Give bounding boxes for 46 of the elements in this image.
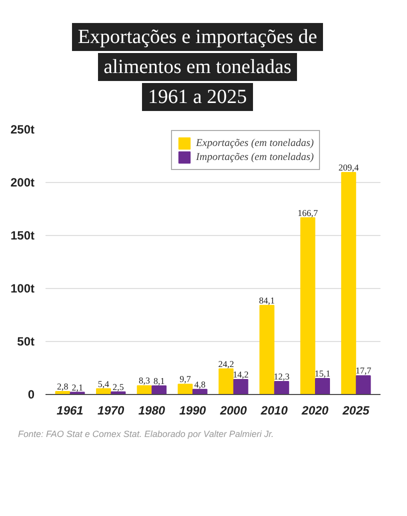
data-label: 14,2	[232, 369, 249, 380]
data-label: 2,1	[72, 382, 83, 392]
bar	[341, 172, 356, 394]
data-label: 9,7	[180, 374, 192, 384]
x-tick-label: 2000	[219, 404, 248, 418]
data-label: 209,4	[338, 162, 360, 173]
bar	[136, 385, 152, 394]
data-label: 84,1	[259, 295, 275, 306]
x-tick-label: 2010	[260, 404, 288, 418]
data-label: 17,7	[355, 366, 372, 376]
bar	[178, 384, 193, 394]
bar	[259, 304, 274, 394]
y-tick-label: 0	[28, 388, 35, 402]
x-tick-label: 2020	[300, 404, 329, 418]
y-tick-label: 200t	[10, 176, 35, 190]
data-label: 4,8	[194, 379, 206, 390]
data-label: 8,1	[153, 376, 165, 386]
data-label: 24,2	[218, 358, 234, 369]
y-tick-label: 50t	[17, 334, 35, 348]
data-label: 12,3	[274, 371, 290, 382]
bar	[274, 380, 290, 394]
x-tick-label: 1980	[138, 404, 166, 418]
bar	[315, 378, 330, 394]
legend-label: Exportações (em toneladas)	[196, 136, 314, 150]
y-tick-label: 250t	[10, 122, 35, 136]
bar	[192, 388, 208, 394]
y-tick-label: 150t	[10, 228, 35, 242]
x-tick-label: 1990	[179, 404, 206, 418]
data-label: 166,7	[298, 208, 318, 218]
y-tick-label: 100t	[10, 282, 35, 296]
source-note: Fonte: FAO Stat e Comex Stat. Elaborado por Valter Palmieri Jr.	[18, 428, 274, 441]
x-tick-label: 2025	[342, 404, 370, 418]
data-label: 5,4	[98, 378, 110, 389]
chart-title: Exportações e importações de alimentos em toneladas 1961 a 2025	[76, 25, 318, 110]
bar	[218, 368, 234, 394]
data-label: 2,5	[112, 382, 124, 392]
data-label: 15,1	[314, 368, 330, 378]
bar	[233, 378, 248, 394]
bar	[356, 375, 371, 394]
data-label: 2,8	[57, 382, 69, 392]
bar	[152, 385, 167, 394]
x-tick-label: 1961	[56, 404, 84, 418]
legend-label: Importações (em toneladas)	[196, 150, 314, 164]
bar	[300, 217, 316, 394]
x-tick-label: 1970	[98, 404, 125, 418]
data-label: 8,3	[138, 376, 150, 386]
